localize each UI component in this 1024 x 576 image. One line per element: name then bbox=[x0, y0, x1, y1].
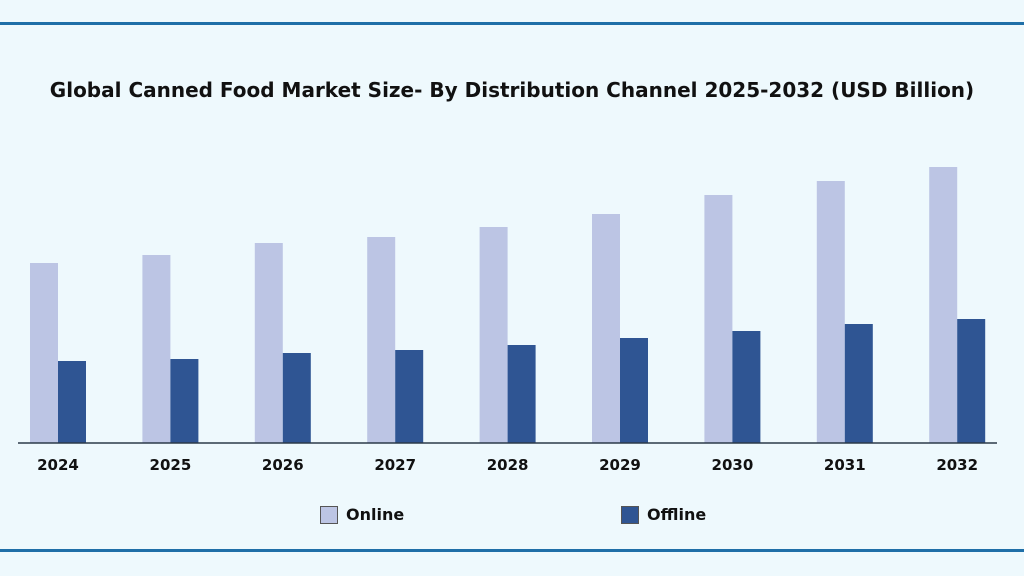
x-tick-label-2029: 2029 bbox=[599, 456, 641, 474]
bar-online-2031 bbox=[816, 181, 845, 443]
x-tick-label-2028: 2028 bbox=[487, 456, 529, 474]
legend-online: Online bbox=[320, 505, 404, 524]
x-tick-label-2027: 2027 bbox=[374, 456, 416, 474]
x-tick-label-2030: 2030 bbox=[712, 456, 754, 474]
legend-label-online: Online bbox=[346, 505, 405, 524]
bar-offline-2024 bbox=[58, 361, 86, 443]
bar-offline-2025 bbox=[170, 359, 199, 443]
bar-online-2026 bbox=[254, 243, 283, 443]
bar-online-2032 bbox=[929, 167, 958, 443]
bar-offline-2027 bbox=[395, 350, 424, 443]
bar-offline-2029 bbox=[620, 338, 648, 443]
bar-offline-2028 bbox=[507, 345, 536, 443]
bar-online-2030 bbox=[704, 195, 733, 443]
bar-offline-2030 bbox=[732, 331, 761, 443]
bottom-rule bbox=[0, 549, 1024, 552]
legend-swatch-online bbox=[320, 505, 338, 524]
bar-online-2024 bbox=[30, 263, 58, 443]
x-tick-label-2024: 2024 bbox=[37, 456, 79, 474]
x-tick-label-2032: 2032 bbox=[936, 456, 978, 474]
legend-offline: Offline bbox=[621, 505, 706, 524]
x-tick-label-2025: 2025 bbox=[150, 456, 192, 474]
chart-title: Global Canned Food Market Size- By Distr… bbox=[49, 78, 975, 102]
bar-online-2028 bbox=[479, 227, 508, 443]
legend-swatch-offline bbox=[621, 505, 639, 524]
bar-offline-2032 bbox=[957, 319, 986, 443]
bar-offline-2031 bbox=[844, 324, 873, 443]
bar-offline-2026 bbox=[282, 353, 311, 443]
bar-online-2027 bbox=[367, 237, 396, 443]
bar-online-2029 bbox=[592, 214, 620, 443]
legend-label-offline: Offline bbox=[647, 505, 707, 524]
bar-online-2025 bbox=[142, 255, 171, 443]
x-tick-label-2031: 2031 bbox=[824, 456, 866, 474]
top-rule bbox=[0, 22, 1024, 25]
x-tick-label-2026: 2026 bbox=[262, 456, 304, 474]
